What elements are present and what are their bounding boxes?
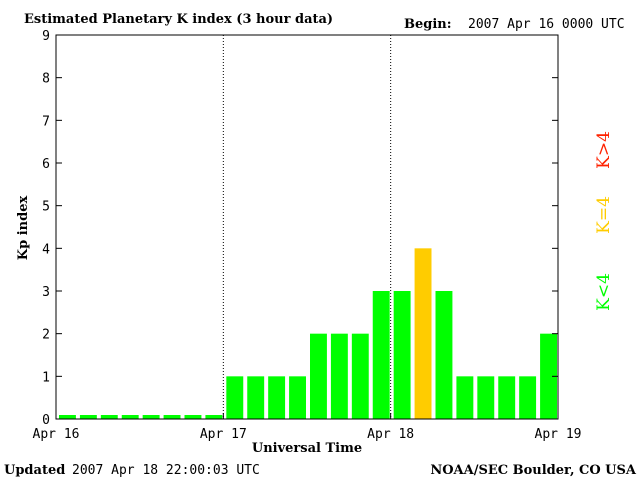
legend-equal: K=4 bbox=[594, 196, 614, 234]
kp-bar bbox=[330, 333, 348, 419]
kp-bar bbox=[435, 291, 453, 419]
kp-bar bbox=[456, 376, 474, 419]
y-axis-label: Kp index bbox=[16, 196, 31, 261]
kp-bar bbox=[100, 415, 118, 419]
plot-frame bbox=[55, 34, 559, 420]
kp-bar bbox=[205, 415, 223, 419]
kp-bar bbox=[519, 376, 537, 419]
kp-bar bbox=[477, 376, 495, 419]
kp-bar bbox=[247, 376, 265, 419]
kp-bar bbox=[289, 376, 306, 419]
kp-bar bbox=[393, 291, 411, 419]
kp-bar bbox=[59, 415, 76, 419]
source-credit: NOAA/SEC Boulder, CO USA bbox=[430, 463, 637, 478]
y-tick-label: 6 bbox=[42, 157, 50, 172]
y-tick-label: 2 bbox=[42, 328, 50, 343]
kp-bar bbox=[351, 333, 369, 419]
plot-area bbox=[222, 35, 392, 419]
kp-bar bbox=[414, 248, 432, 419]
kp-bar bbox=[184, 415, 202, 419]
kp-bar bbox=[226, 376, 244, 419]
x-tick-label: Apr 17 bbox=[200, 427, 247, 442]
chart-title: Estimated Planetary K index (3 hour data… bbox=[24, 12, 333, 27]
x-tick-label: Apr 16 bbox=[33, 427, 80, 442]
kp-bar bbox=[79, 415, 97, 419]
kp-bar bbox=[310, 333, 327, 419]
kp-bar bbox=[268, 376, 286, 419]
y-tick-label: 4 bbox=[42, 242, 50, 257]
bar-series bbox=[59, 248, 557, 419]
x-axis-label: Universal Time bbox=[252, 441, 362, 456]
updated-label: Updated bbox=[4, 463, 65, 478]
updated-value: 2007 Apr 18 22:00:03 UTC bbox=[72, 463, 260, 478]
y-tick-label: 7 bbox=[42, 114, 50, 129]
legend-low: K<4 bbox=[594, 273, 614, 311]
begin-value: 2007 Apr 16 0000 UTC bbox=[468, 17, 625, 32]
kp-bar bbox=[163, 415, 181, 419]
y-tick-label: 3 bbox=[42, 285, 50, 300]
y-tick-label: 1 bbox=[42, 370, 50, 385]
kp-bar bbox=[498, 376, 516, 419]
y-tick-label: 8 bbox=[42, 72, 50, 87]
begin-label: Begin: bbox=[404, 17, 452, 32]
y-tick-label: 0 bbox=[42, 413, 50, 428]
kp-bar bbox=[372, 291, 390, 419]
y-tick-label: 5 bbox=[42, 200, 50, 215]
x-axis-ticks: Apr 16 Apr 17 Apr 18 Apr 19 bbox=[33, 413, 582, 442]
y-tick-label: 9 bbox=[42, 29, 50, 44]
kp-bar bbox=[121, 415, 139, 419]
x-tick-label: Apr 19 bbox=[535, 427, 582, 442]
legend-high: K>4 bbox=[594, 131, 614, 169]
kp-bar bbox=[540, 333, 557, 419]
y-axis-ticks: 0 1 2 3 4 5 6 7 8 9 bbox=[42, 29, 558, 428]
x-tick-label: Apr 18 bbox=[367, 427, 414, 442]
kp-bar bbox=[142, 415, 160, 419]
